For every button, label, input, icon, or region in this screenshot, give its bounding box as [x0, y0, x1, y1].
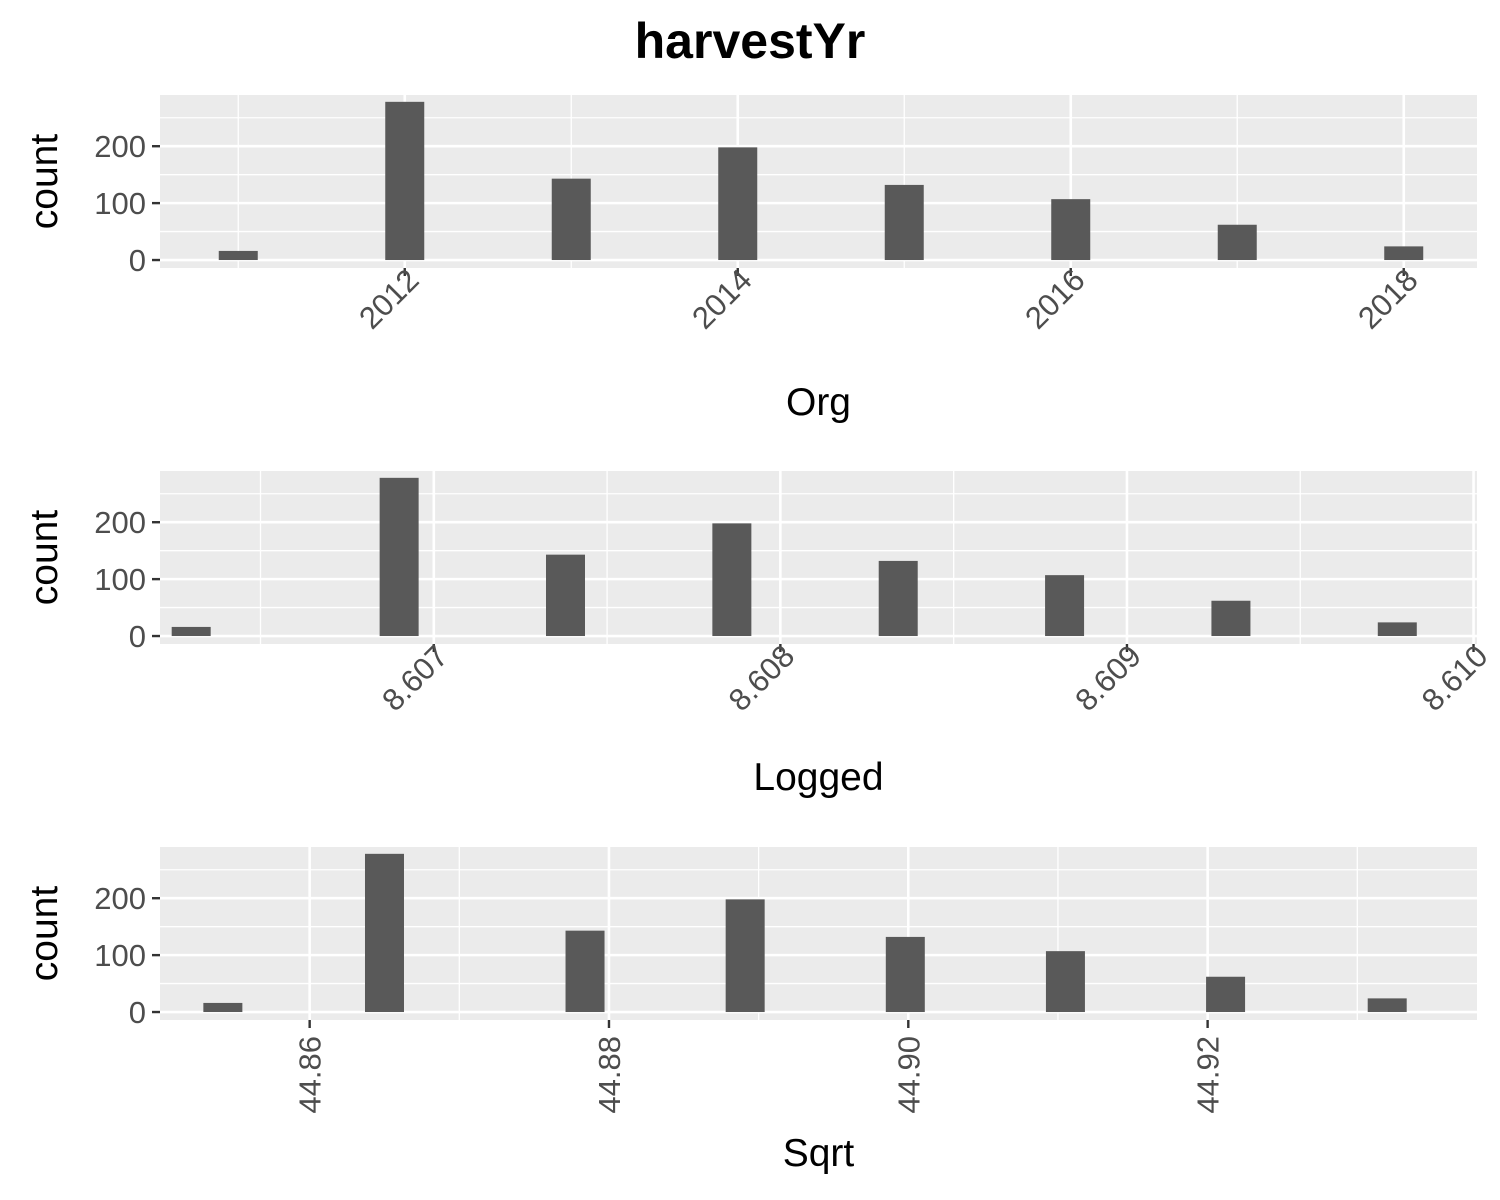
- histogram-bar: [1384, 246, 1424, 261]
- panel-background: [160, 95, 1477, 268]
- panel-background: [160, 847, 1477, 1020]
- histogram-bar: [885, 936, 925, 1013]
- histogram-bar: [364, 853, 404, 1013]
- x-axis-title: Logged: [753, 756, 883, 799]
- x-tick-label: 2018: [1351, 262, 1425, 336]
- histogram-bar: [551, 178, 591, 261]
- histogram-bar: [1045, 575, 1085, 637]
- histogram-bar: [1045, 951, 1085, 1013]
- x-tick-label: 2012: [352, 262, 426, 336]
- y-tick-label: 0: [129, 995, 146, 1030]
- x-tick-label: 8.608: [722, 638, 802, 718]
- panel-org: 0 100 200 2012 2014 2016 2018 Org count: [23, 95, 1477, 424]
- panel-logged: 0 100 200 8.607 8.608 8.609 8.610 Logged count: [23, 471, 1494, 799]
- y-tick-label: 100: [94, 186, 146, 221]
- histogram-bar: [725, 899, 765, 1013]
- histogram-bar: [565, 930, 605, 1013]
- histogram-bar: [379, 477, 419, 637]
- histogram-bar: [1211, 600, 1251, 637]
- x-tick-label: 44.90: [891, 1036, 926, 1114]
- x-tick-label: 8.607: [375, 638, 455, 718]
- x-axis-title: Sqrt: [783, 1132, 855, 1175]
- histogram-bar: [218, 250, 258, 261]
- x-axis-title: Org: [786, 381, 851, 424]
- histogram-bar: [203, 1002, 243, 1013]
- y-tick-label: 0: [129, 619, 146, 654]
- histogram-bar: [1377, 622, 1417, 637]
- histogram-bar: [171, 626, 211, 637]
- x-tick-label: 8.609: [1068, 638, 1148, 718]
- histogram-bar: [385, 101, 425, 261]
- x-tick-label: 2014: [685, 262, 759, 336]
- y-tick-label: 200: [94, 505, 146, 540]
- panel-sqrt: 0 100 200 44.86 44.88 44.90 44.92 Sqrt count: [23, 847, 1477, 1175]
- histogram-bar: [545, 554, 585, 637]
- y-tick-label: 0: [129, 243, 146, 278]
- histogram-bar: [1367, 998, 1407, 1013]
- panel-background: [160, 471, 1477, 644]
- y-axis-title: count: [23, 134, 66, 230]
- x-tick-label: 44.86: [293, 1036, 328, 1114]
- x-tick-label: 44.88: [592, 1036, 627, 1114]
- x-tick-label: 2016: [1018, 262, 1092, 336]
- y-tick-label: 100: [94, 938, 146, 973]
- histogram-bar: [1206, 976, 1246, 1013]
- x-tick-label: 44.92: [1191, 1036, 1226, 1114]
- figure-title: harvestYr: [635, 13, 866, 69]
- histogram-bar: [718, 147, 758, 261]
- panels: 0 100 200 2012 2014 2016 2018 Org count 0 100 200 8.…: [23, 95, 1494, 1175]
- y-axis-title: count: [23, 886, 66, 982]
- y-tick-label: 200: [94, 881, 146, 916]
- x-tick-label: 8.610: [1415, 638, 1495, 718]
- y-tick-label: 100: [94, 562, 146, 597]
- histogram-bar: [1051, 199, 1091, 261]
- histogram-bar: [1217, 224, 1257, 261]
- y-axis-title: count: [23, 510, 66, 606]
- histogram-bar: [712, 523, 752, 637]
- histogram-bar: [878, 560, 918, 637]
- histogram-bar: [884, 184, 924, 261]
- y-tick-label: 200: [94, 129, 146, 164]
